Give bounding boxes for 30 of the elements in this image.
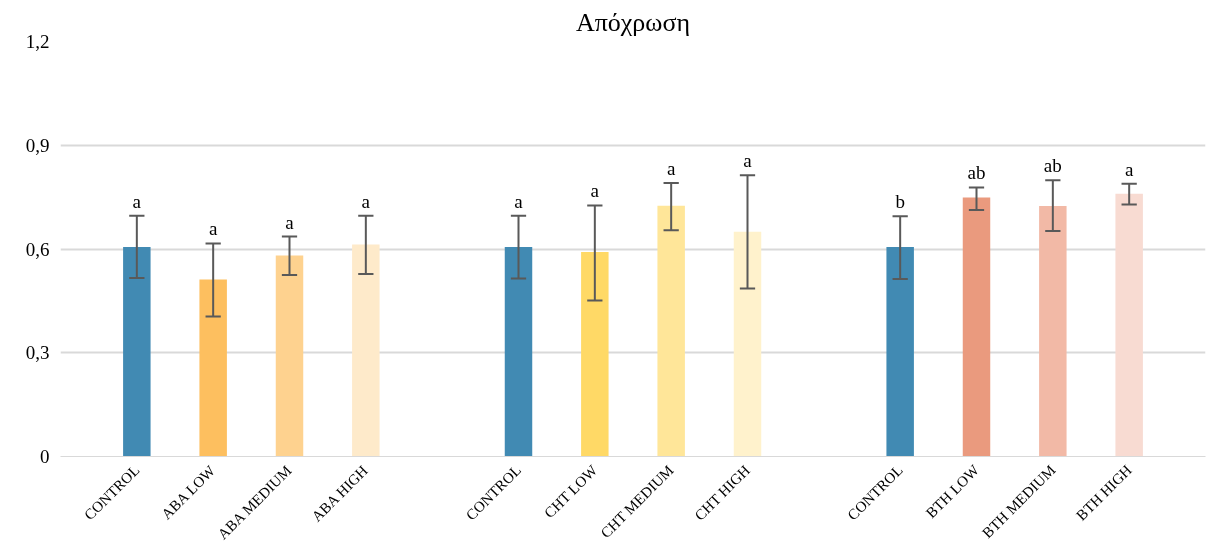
y-tick-label: 0,9: [25, 134, 50, 156]
y-tick-label: 0: [40, 446, 50, 467]
data-label: a: [1124, 158, 1134, 180]
bar: [657, 205, 685, 457]
y-tick-label: 0,6: [25, 238, 50, 260]
bar: [962, 197, 991, 457]
data-label: ab: [1043, 155, 1062, 177]
chart-title: Απόχρωση: [575, 7, 691, 37]
bar: [504, 246, 533, 457]
data-label: a: [743, 150, 753, 172]
bar: [1115, 193, 1143, 457]
data-label: a: [514, 190, 524, 212]
bar: [199, 279, 227, 457]
bar: [1039, 206, 1067, 457]
bar: [123, 246, 151, 457]
data-label: a: [285, 211, 295, 233]
bar: [352, 244, 380, 457]
data-label: a: [590, 180, 600, 202]
data-label: a: [208, 218, 218, 240]
data-label: b: [895, 191, 905, 213]
y-tick-label: 1,2: [25, 31, 50, 52]
data-label: a: [361, 190, 371, 212]
data-label: a: [666, 157, 676, 179]
data-label: ab: [967, 162, 986, 184]
bar: [275, 255, 304, 457]
bar: [581, 252, 609, 457]
y-tick-label: 0,3: [25, 342, 50, 364]
bar: [733, 231, 762, 457]
data-label: a: [132, 190, 142, 212]
bar: [886, 246, 914, 457]
